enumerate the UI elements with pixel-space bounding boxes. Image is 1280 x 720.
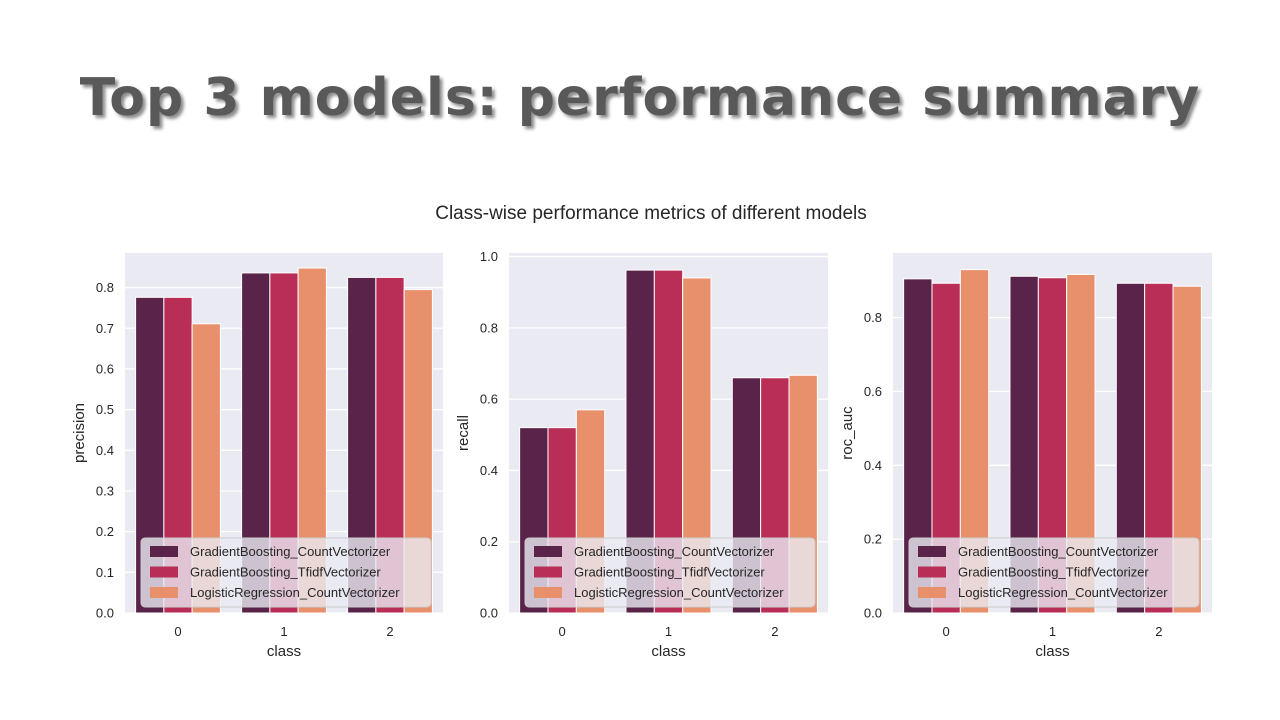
y-tick-label: 0.2 [96,524,114,539]
legend-label: LogisticRegression_CountVectorizer [574,585,784,600]
legend-label: GradientBoosting_CountVectorizer [958,544,1159,559]
legend-swatch [534,566,562,578]
legend-label: GradientBoosting_CountVectorizer [190,544,391,559]
legend-label: GradientBoosting_TfidfVectorizer [190,565,381,580]
y-tick-label: 0.4 [480,463,498,478]
x-tick-label: 2 [771,624,778,639]
legend-swatch [918,587,946,598]
legend-label: GradientBoosting_TfidfVectorizer [574,565,765,580]
legend-swatch [150,587,178,598]
y-tick-label: 0.8 [864,310,882,325]
legend-label: LogisticRegression_CountVectorizer [958,585,1168,600]
legend-box [140,537,432,608]
y-axis-label: precision [71,403,88,463]
y-tick-label: 0.5 [96,402,114,417]
y-tick-label: 0.6 [480,392,498,407]
legend-swatch [534,546,562,557]
legend-swatch [534,587,562,598]
legend-swatch [918,546,946,557]
x-axis-label: class [651,643,685,660]
y-tick-label: 0.1 [96,565,114,580]
y-tick-label: 0.4 [864,458,882,473]
x-tick-label: 1 [665,624,672,639]
legend-swatch [150,566,178,578]
y-tick-label: 1.0 [480,249,498,264]
legend-label: GradientBoosting_TfidfVectorizer [958,565,1149,580]
x-tick-label: 1 [1049,624,1056,639]
x-tick-label: 0 [943,624,950,639]
x-tick-label: 2 [1155,624,1162,639]
y-tick-label: 0.0 [96,606,114,621]
y-tick-label: 0.8 [96,280,114,295]
x-axis-label: class [1035,643,1069,660]
x-tick-label: 0 [174,624,181,639]
chart-panel-recall: 0.0 0.2 0.4 0.6 0.8 1.0 0 1 2 class recall Gradient… [455,249,828,660]
x-tick-label: 2 [386,624,393,639]
y-tick-label: 0.7 [96,321,114,336]
legend-label: GradientBoosting_CountVectorizer [574,544,775,559]
y-axis-label: recall [455,415,472,451]
legend-swatch [150,546,178,557]
chart-panel-roc_auc: 0.0 0.2 0.4 0.6 0.8 0 1 2 class roc_auc GradientBo… [839,253,1212,660]
chart-panel-precision: 0.0 0.1 0.2 0.3 0.4 0.5 0.6 0.7 0.8 0 1 2 class preci… [71,253,443,660]
y-axis-label: roc_auc [839,406,856,460]
y-tick-label: 0.0 [480,606,498,621]
y-tick-label: 0.0 [864,606,882,621]
y-tick-label: 0.4 [96,443,114,458]
x-tick-label: 0 [559,624,566,639]
y-tick-label: 0.6 [96,361,114,376]
slide-title: Top 3 models: performance summary [79,68,1201,128]
legend-box [908,537,1200,608]
y-tick-label: 0.3 [96,483,114,498]
legend-swatch [918,566,946,578]
y-tick-label: 0.2 [864,532,882,547]
x-axis-label: class [267,643,301,660]
chart-title: Class-wise performance metrics of differ… [435,203,867,224]
x-tick-label: 1 [280,624,287,639]
y-tick-label: 0.2 [480,534,498,549]
legend-label: LogisticRegression_CountVectorizer [190,585,400,600]
y-tick-label: 0.8 [480,320,498,335]
legend-box [524,537,816,608]
y-tick-label: 0.6 [864,384,882,399]
